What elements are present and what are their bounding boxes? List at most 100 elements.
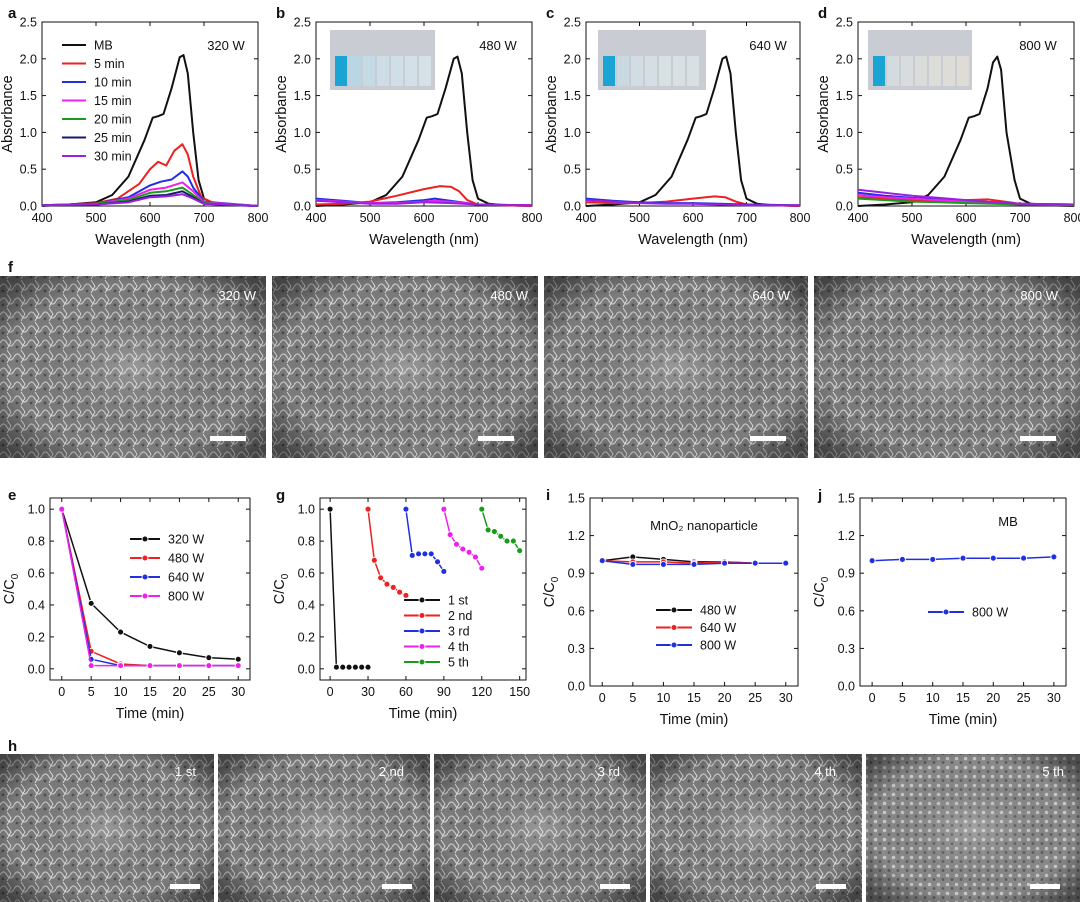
y-tick-label: 2.5 — [294, 16, 311, 30]
x-tick-label: 700 — [736, 211, 757, 225]
data-point — [345, 663, 353, 671]
panel-annotation: 640 W — [749, 38, 787, 53]
sem-image-f-1: 320 W — [0, 276, 266, 458]
legend-label: 800 W — [972, 606, 1008, 620]
panel-letter-c: c — [546, 5, 554, 22]
y-tick-label: 1.2 — [838, 529, 855, 543]
y-tick-label: 0.2 — [28, 630, 45, 644]
y-tick-label: 0.0 — [298, 662, 315, 676]
y-tick-label: 1.0 — [28, 503, 45, 517]
y-tick-label: 1.5 — [568, 492, 585, 506]
legend-label: 480 W — [700, 604, 736, 618]
legend-label: 5 th — [448, 656, 469, 670]
scale-bar — [816, 884, 846, 889]
scale-bar — [382, 884, 412, 889]
scale-bar — [210, 436, 246, 441]
sem-label: 480 W — [490, 288, 528, 303]
data-point — [332, 663, 340, 671]
y-tick-label: 1.5 — [838, 492, 855, 506]
legend-marker — [670, 641, 678, 649]
y-tick-label: 0.6 — [298, 567, 315, 581]
legend-label: 3 rd — [448, 625, 470, 639]
legend-label: 10 min — [94, 76, 132, 90]
sem-image-h-5: 5 th — [866, 754, 1080, 902]
legend-marker — [418, 658, 426, 666]
data-point — [440, 505, 448, 513]
data-point — [503, 537, 511, 545]
x-tick-label: 400 — [306, 211, 327, 225]
legend-label: 20 min — [94, 113, 132, 127]
scale-bar — [750, 436, 786, 441]
data-point — [87, 599, 95, 607]
data-point — [205, 654, 213, 662]
plot-frame — [859, 497, 1067, 687]
data-point — [364, 663, 372, 671]
data-point — [509, 537, 517, 545]
series-line — [585, 199, 800, 207]
legend-label: 15 min — [94, 94, 132, 108]
x-axis-label: Time (min) — [929, 712, 998, 728]
x-axis-label: Time (min) — [116, 706, 185, 722]
y-tick-label: 1.0 — [836, 126, 853, 140]
y-tick-label: 1.0 — [564, 126, 581, 140]
y-tick-label: 0.0 — [836, 200, 853, 214]
data-point — [868, 557, 876, 565]
y-axis-label: Absorbance — [274, 75, 290, 152]
legend-label: 5 min — [94, 57, 125, 71]
data-point — [659, 560, 667, 568]
data-point — [453, 540, 460, 548]
chart-panel-i: 0 5 10 15 20 25 30 0.0 0.3 0.6 0.9 1.2 1.5 Time (min)… — [542, 492, 799, 728]
data-point — [175, 649, 183, 657]
legend-label: 800 W — [700, 639, 736, 653]
data-point — [959, 554, 967, 562]
sem-image-h-4: 4 th — [650, 754, 862, 902]
legend-marker — [141, 535, 149, 543]
data-point — [402, 591, 410, 599]
y-tick-label: 0.0 — [564, 200, 581, 214]
y-tick-label: 0.4 — [28, 598, 45, 612]
y-tick-label: 0.0 — [568, 680, 585, 694]
panel-annotation: 800 W — [1019, 38, 1057, 53]
legend-marker — [418, 643, 426, 650]
x-tick-label: 15 — [143, 685, 157, 699]
chart-panel-e: 0 5 10 15 20 25 30 0.0 0.2 0.4 0.6 0.8 1.0 Time (min)… — [2, 497, 251, 722]
legend-label: 320 W — [168, 533, 204, 547]
sem-image-f-2: 480 W — [272, 276, 538, 458]
panel-letter-g: g — [276, 487, 285, 504]
scale-bar — [600, 884, 630, 889]
x-tick-label: 30 — [1047, 691, 1061, 705]
data-point — [117, 628, 125, 636]
data-point — [326, 505, 334, 513]
x-tick-label: 20 — [986, 691, 1000, 705]
data-point — [205, 662, 213, 670]
legend-marker — [670, 624, 678, 631]
cuvette-photo-d — [868, 30, 972, 90]
data-point — [751, 559, 759, 567]
y-tick-label: 0.8 — [28, 535, 45, 549]
x-tick-label: 600 — [414, 211, 435, 225]
data-point — [351, 663, 359, 671]
panel-annotation: MB — [998, 514, 1018, 529]
plot-frame — [49, 497, 251, 681]
data-point — [929, 555, 937, 563]
x-tick-label: 15 — [687, 691, 701, 705]
y-tick-label: 0.5 — [836, 163, 853, 177]
legend-label: MB — [94, 39, 113, 53]
y-axis-label-subscript: 0 — [820, 576, 831, 582]
series-line — [585, 55, 801, 207]
data-point — [402, 505, 410, 513]
y-tick-label: 0.6 — [838, 604, 855, 618]
y-axis-label-subscript: 0 — [10, 573, 21, 579]
x-tick-label: 25 — [748, 691, 762, 705]
data-point — [478, 564, 486, 572]
x-tick-label: 700 — [468, 211, 489, 225]
sem-image-h-1: 1 st — [0, 754, 214, 902]
x-tick-label: 0 — [327, 685, 334, 699]
y-tick-label: 1.5 — [20, 89, 37, 103]
chart-panel-a: 400 500 600 700 800 0.0 0.5 1.0 1.5 2.0 2.5 Wavelen… — [0, 16, 268, 249]
x-axis-label: Wavelength (nm) — [638, 232, 748, 248]
data-point — [598, 557, 606, 565]
legend-marker — [418, 612, 426, 619]
panel-letter-j: j — [817, 487, 822, 504]
